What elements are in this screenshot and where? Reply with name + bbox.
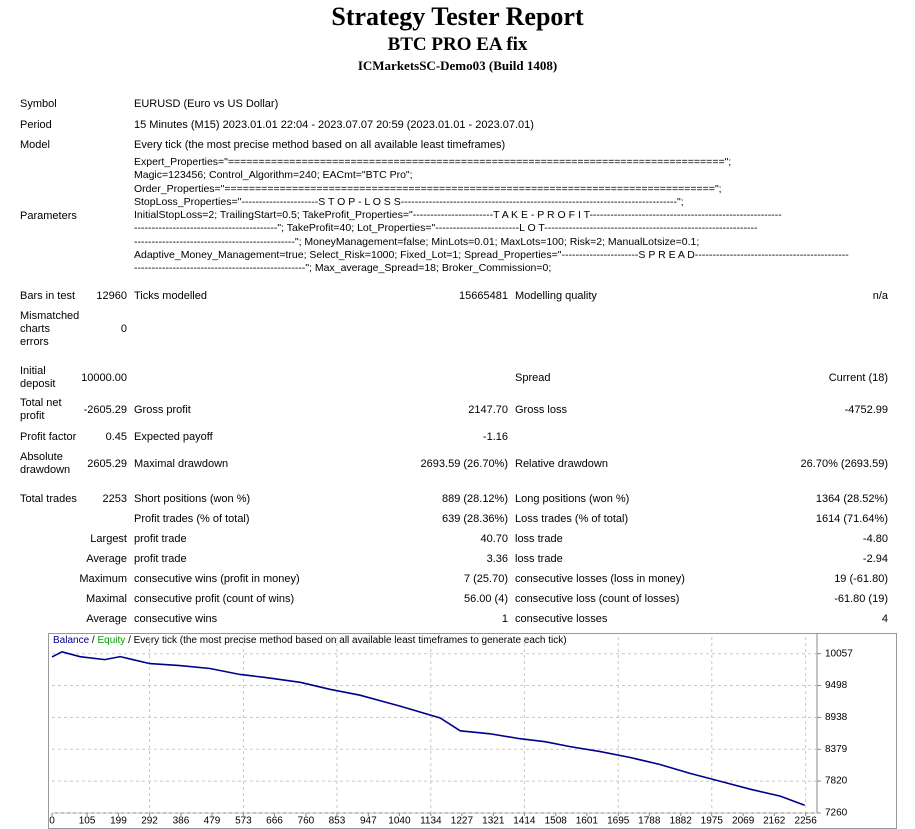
row-label: drawdown: [20, 464, 71, 476]
value: 7 (25.70): [463, 572, 508, 585]
field-label: consecutive wins: [134, 612, 218, 625]
row-label: Total net: [20, 397, 62, 409]
legend-equity: Equity: [97, 635, 126, 646]
field-label: consecutive losses (loss in money): [515, 572, 685, 585]
field-label: consecutive wins (profit in money): [134, 572, 300, 585]
field-label: profit trade: [134, 552, 187, 565]
field-label: Modelling quality: [515, 289, 597, 302]
parameters: Expert_Properties="=====================…: [134, 156, 890, 276]
field-label: Profit trades (% of total): [134, 512, 250, 525]
legend-note: / Every tick (the most precise method ba…: [128, 635, 567, 646]
field-label: Relative drawdown: [515, 457, 608, 470]
info-value: 15 Minutes (M15) 2023.01.01 22:04 - 2023…: [134, 119, 534, 131]
parameter-line: Order_Properties="======================…: [134, 182, 722, 195]
parameter-line: Adaptive_Money_Management=true; Select_R…: [134, 249, 849, 262]
parameter-line: ----------------------------------------…: [134, 262, 552, 275]
value: 2253: [102, 492, 127, 505]
field-label: Gross loss: [515, 403, 567, 416]
legend-balance: Balance: [53, 635, 90, 646]
value: 1364 (28.52%): [815, 492, 888, 505]
field-label: Long positions (won %): [515, 492, 630, 505]
field-label: Expected payoff: [134, 430, 213, 443]
value: Average: [86, 552, 127, 565]
field-label: consecutive losses: [515, 612, 608, 625]
value: 4: [881, 612, 888, 625]
parameter-line: ----------------------------------------…: [134, 222, 758, 235]
info-label: Period: [20, 119, 52, 131]
value: Maximum: [79, 572, 127, 585]
row-label: Bars in test: [20, 289, 76, 302]
field-label: Short positions (won %): [134, 492, 251, 505]
value: 19 (-61.80): [834, 572, 888, 585]
field-label: Ticks modelled: [134, 289, 207, 302]
row-label: charts: [20, 322, 50, 335]
value: 0: [120, 322, 127, 335]
row-label: Total trades: [20, 492, 77, 505]
value: Current (18): [828, 371, 888, 384]
info-value: Every tick (the most precise method base…: [134, 139, 506, 151]
row-label: profit: [20, 410, 45, 422]
parameters-label: Parameters: [20, 210, 77, 222]
chart-frame: [48, 633, 897, 829]
value: 0.45: [105, 430, 127, 443]
parameter-line: ----------------------------------------…: [134, 235, 700, 248]
report-subtitle: BTC PRO EA fix: [387, 34, 528, 55]
value: -1.16: [482, 430, 508, 443]
row-label: Profit factor: [20, 430, 77, 443]
value: 40.70: [480, 532, 508, 545]
value: 15665481: [459, 289, 508, 302]
value: 26.70% (2693.59): [800, 457, 888, 470]
value: 1614 (71.64%): [815, 512, 888, 525]
value: Largest: [90, 532, 127, 545]
value: 2693.59 (26.70%): [420, 457, 508, 470]
value: -4752.99: [844, 403, 888, 416]
field-label: loss trade: [515, 532, 563, 545]
value: -2605.29: [83, 403, 127, 416]
row-label: Absolute: [20, 451, 63, 463]
value: 12960: [96, 289, 127, 302]
parameter-line: Expert_Properties="=====================…: [134, 156, 732, 168]
field-label: consecutive loss (count of losses): [515, 592, 680, 605]
row-label: deposit: [20, 378, 56, 390]
value: Maximal: [86, 592, 127, 605]
value: 10000.00: [81, 371, 127, 384]
value: 889 (28.12%): [441, 492, 508, 505]
value: 3.36: [486, 552, 508, 565]
row-label: Mismatched: [20, 309, 80, 322]
value: 1: [501, 612, 508, 625]
parameter-line: InitialStopLoss=2; TrailingStart=0.5; Ta…: [134, 209, 782, 222]
info-label: Symbol: [20, 98, 57, 110]
row-label: Initial: [20, 365, 46, 377]
value: -2.94: [862, 552, 888, 565]
value: n/a: [872, 289, 888, 302]
parameter-line: Magic=123456; Control_Algorithm=240; EAC…: [134, 169, 413, 182]
value: Average: [86, 612, 127, 625]
field-label: loss trade: [515, 552, 563, 565]
value: 2147.70: [468, 403, 508, 416]
field-label: Gross profit: [134, 403, 191, 416]
value: -4.80: [862, 532, 888, 545]
field-label: consecutive profit (count of wins): [134, 592, 295, 605]
legend: Balance / Equity / Every tick (the most …: [53, 635, 567, 646]
info-label: Model: [20, 139, 50, 151]
parameter-line: StopLoss_Properties="-------------------…: [134, 195, 684, 208]
field-label: Loss trades (% of total): [515, 512, 629, 525]
server: ICMarketsSC-Demo03 (Build 1408): [357, 58, 558, 73]
value: -61.80 (19): [834, 592, 888, 605]
field-label: profit trade: [134, 532, 187, 545]
info-value: EURUSD (Euro vs US Dollar): [134, 98, 279, 110]
value: 639 (28.36%): [441, 512, 508, 525]
legend-separator: /: [91, 635, 95, 646]
field-label: Maximal drawdown: [134, 457, 229, 470]
row-label: errors: [20, 335, 49, 348]
report-title: Strategy Tester Report: [331, 2, 584, 31]
value: 56.00 (4): [463, 592, 508, 605]
value: 2605.29: [87, 457, 127, 470]
field-label: Spread: [515, 371, 551, 384]
